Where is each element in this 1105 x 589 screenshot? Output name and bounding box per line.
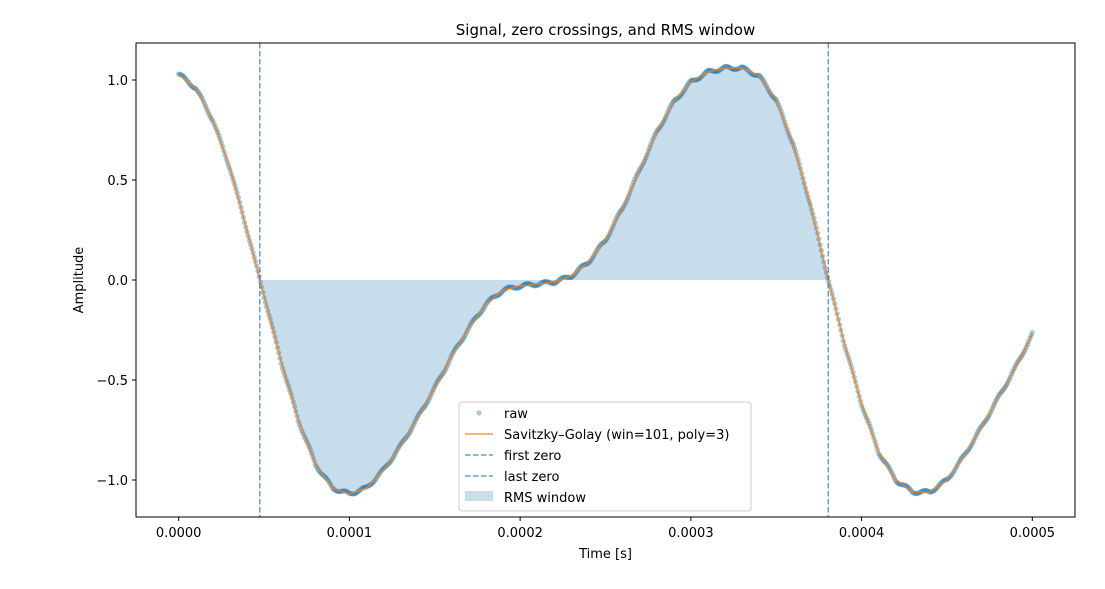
y-tick-label: −1.0 xyxy=(96,474,128,489)
raw-point xyxy=(685,80,692,87)
legend-rms-patch xyxy=(465,491,493,501)
legend-raw-label: raw xyxy=(504,407,528,422)
rms-window-fill xyxy=(259,68,829,494)
x-tick-label: 0.0004 xyxy=(839,526,885,541)
raw-point xyxy=(687,79,693,85)
x-tick-label: 0.0005 xyxy=(1010,526,1056,541)
y-tick-label: 0.5 xyxy=(107,174,128,189)
x-tick-label: 0.0000 xyxy=(156,526,202,541)
raw-point xyxy=(372,477,378,483)
x-tick-label: 0.0001 xyxy=(327,526,373,541)
raw-point xyxy=(371,479,377,485)
legend-rms-label: RMS window xyxy=(504,491,586,506)
raw-point xyxy=(499,289,505,295)
raw-point xyxy=(182,75,188,81)
raw-point xyxy=(378,468,384,474)
savitzky-golay-line xyxy=(178,67,1033,495)
legend-box xyxy=(458,401,752,512)
raw-point xyxy=(1029,329,1035,336)
y-tick-label: 1.0 xyxy=(107,74,128,89)
y-tick-label: −0.5 xyxy=(96,374,128,389)
raw-point xyxy=(587,259,593,265)
raw-point xyxy=(571,272,577,278)
raw-point xyxy=(678,92,684,98)
raw-point xyxy=(893,478,899,484)
legend-raw-marker xyxy=(476,410,482,416)
legend-sg-label: Savitzky–Golay (win=101, poly=3) xyxy=(504,428,729,443)
legend: raw Savitzky–Golay (win=101, poly=3) fir… xyxy=(458,401,752,512)
x-tick-label: 0.0002 xyxy=(497,526,543,541)
raw-point xyxy=(585,260,592,266)
legend-first-zero-label: first zero xyxy=(504,449,561,464)
raw-point xyxy=(677,93,683,99)
legend-last-zero-label: last zero xyxy=(504,470,559,485)
x-axis-label: Time [s] xyxy=(578,547,632,562)
raw-point xyxy=(495,292,501,298)
y-axis-label: Amplitude xyxy=(72,247,87,314)
raw-point xyxy=(368,481,374,487)
chart-title: Signal, zero crossings, and RMS window xyxy=(456,21,756,39)
raw-point xyxy=(369,480,376,486)
y-tick-label: 0.0 xyxy=(107,274,128,289)
x-tick-label: 0.0003 xyxy=(668,526,714,541)
raw-point xyxy=(679,90,685,96)
